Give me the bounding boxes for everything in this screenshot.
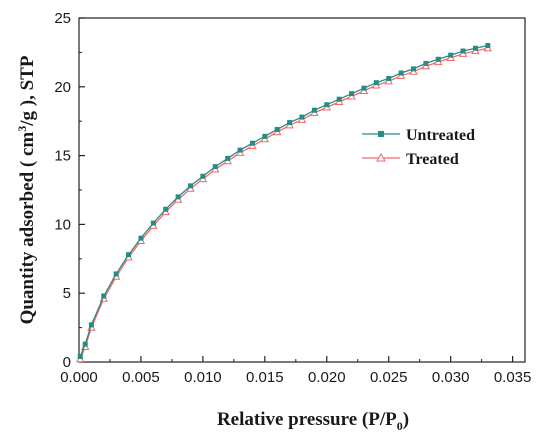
x-tick-label: 0.000 — [60, 369, 98, 386]
point-untreated — [150, 220, 156, 226]
point-untreated — [472, 45, 478, 51]
y-tick-label: 20 — [54, 79, 71, 96]
legend-marker-treated — [376, 152, 386, 162]
series-line-treated — [79, 47, 488, 360]
y-axis-title-superscript: 3 — [15, 126, 29, 132]
plot-frame — [78, 17, 526, 363]
point-untreated — [311, 107, 317, 113]
y-tick-label: 25 — [54, 10, 71, 27]
x-tick-label: 0.035 — [494, 369, 532, 386]
x-tick-label: 0.005 — [122, 369, 160, 386]
point-untreated — [225, 155, 231, 161]
y-tick-label: 15 — [54, 148, 71, 165]
point-untreated — [77, 353, 83, 359]
x-axis-title-main: Relative pressure (P/P — [217, 409, 397, 430]
point-untreated — [336, 96, 342, 102]
point-untreated — [237, 147, 243, 153]
legend-marker-untreated — [378, 131, 384, 137]
y-tick-label: 0 — [63, 354, 71, 371]
y-axis-title-pre: Quantity adsorbed ( cm — [17, 132, 38, 325]
point-untreated — [460, 48, 466, 54]
y-tick-label: 10 — [54, 216, 71, 233]
point-untreated — [212, 164, 218, 170]
point-untreated — [113, 271, 119, 277]
point-untreated — [101, 293, 107, 299]
point-untreated — [386, 76, 392, 82]
point-untreated — [163, 206, 169, 212]
x-axis-title: Relative pressure (P/P0) — [217, 409, 409, 433]
x-axis-ticks: 0.000 0.005 0.010 0.015 0.020 0.025 0.030 0.035 — [60, 356, 531, 386]
series-line-untreated — [79, 44, 488, 357]
point-untreated — [138, 235, 144, 241]
point-untreated — [373, 80, 379, 86]
x-tick-label: 0.015 — [246, 369, 284, 386]
plot-area — [78, 17, 526, 363]
point-untreated — [324, 102, 330, 108]
legend: Untreated Treated — [362, 127, 475, 168]
point-untreated — [249, 140, 255, 146]
y-tick-label: 5 — [63, 285, 71, 302]
point-untreated — [299, 114, 305, 120]
point-untreated — [88, 322, 94, 328]
point-untreated — [188, 183, 193, 189]
x-tick-label: 0.030 — [432, 369, 470, 386]
y-axis-ticks: 0 5 10 15 20 25 — [54, 10, 85, 371]
point-untreated — [423, 60, 429, 66]
point-untreated — [82, 341, 88, 347]
point-untreated — [448, 52, 454, 58]
point-untreated — [361, 85, 367, 91]
series-group — [75, 43, 493, 363]
x-tick-label: 0.025 — [370, 369, 408, 386]
point-untreated — [262, 133, 268, 139]
point-untreated — [274, 126, 280, 132]
point-untreated — [349, 91, 355, 97]
point-untreated — [287, 120, 293, 126]
legend-label-treated: Treated — [406, 151, 459, 168]
legend-label-untreated: Untreated — [406, 127, 475, 144]
point-untreated — [175, 194, 181, 200]
point-untreated — [126, 252, 132, 258]
y-axis-title: Quantity adsorbed ( cm3/g ), STP — [15, 55, 38, 324]
x-tick-label: 0.020 — [308, 369, 346, 386]
point-untreated — [411, 66, 416, 72]
point-untreated — [200, 173, 206, 179]
point-untreated — [435, 56, 441, 62]
y-axis-title-post: /g ), STP — [17, 55, 38, 127]
point-untreated — [398, 70, 404, 76]
x-axis-title-end: ) — [403, 409, 409, 430]
x-tick-label: 0.010 — [184, 369, 222, 386]
point-untreated — [485, 43, 491, 49]
x-axis-title-subscript: 0 — [397, 419, 403, 433]
